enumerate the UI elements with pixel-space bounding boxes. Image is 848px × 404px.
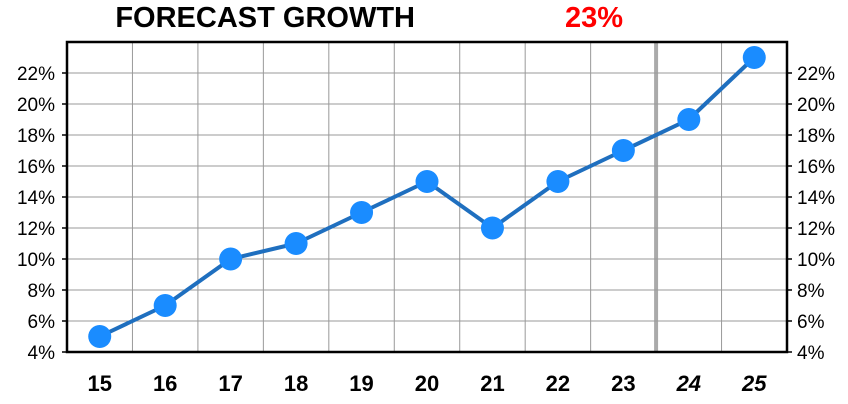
y-tick-label-left: 6% (28, 312, 56, 333)
y-tick-label-right: 18% (797, 126, 835, 147)
y-tick-label-right: 20% (797, 95, 835, 116)
y-tick-label-right: 10% (797, 250, 835, 271)
y-tick-label-left: 10% (17, 250, 55, 271)
data-point (742, 46, 766, 69)
data-point (88, 325, 112, 348)
y-tick-label-right: 14% (797, 188, 835, 209)
x-tick-label: 17 (218, 371, 242, 396)
y-tick-label-left: 4% (28, 343, 56, 364)
x-tick-label: 20 (415, 371, 439, 396)
y-tick-label-left: 20% (17, 95, 55, 116)
y-tick-label-right: 22% (797, 64, 835, 85)
x-tick-label: 15 (87, 371, 111, 396)
y-tick-label-left: 14% (17, 188, 55, 209)
data-point (415, 170, 439, 193)
x-tick-label: 18 (284, 371, 308, 396)
x-tick-label: 16 (153, 371, 177, 396)
y-tick-label-left: 16% (17, 157, 55, 178)
data-point (219, 247, 243, 271)
x-tick-label: 25 (741, 371, 767, 396)
data-point (350, 201, 374, 224)
x-tick-label: 19 (349, 371, 373, 396)
y-tick-label-right: 16% (797, 157, 835, 178)
data-point (546, 170, 570, 193)
plot-area: 4% 4% 6% 6% 8% 8% 10% 10% 12% 12% 14% 14% 16% 16% 18% 1… (17, 40, 835, 396)
data-point (480, 216, 504, 240)
y-tick-label-left: 12% (17, 219, 55, 240)
data-point (153, 294, 177, 317)
y-tick-label-right: 12% (797, 219, 835, 240)
x-tick-label: 23 (611, 371, 635, 396)
x-tick-label: 22 (546, 371, 570, 396)
x-tick-label: 24 (676, 371, 701, 396)
y-tick-label-right: 6% (797, 312, 825, 333)
data-point (284, 232, 308, 255)
x-tick-label: 21 (480, 371, 504, 396)
y-tick-label-left: 8% (28, 281, 56, 302)
y-tick-label-right: 8% (797, 281, 825, 302)
y-tick-label-right: 4% (797, 343, 825, 364)
data-point (611, 139, 635, 162)
y-tick-label-left: 18% (17, 126, 55, 147)
data-point (677, 108, 701, 131)
y-tick-label-left: 22% (17, 64, 55, 85)
plot-frame (65, 40, 789, 354)
chart-title-value: 23% (565, 2, 623, 34)
chart-title: FORECAST GROWTH (115, 2, 415, 34)
